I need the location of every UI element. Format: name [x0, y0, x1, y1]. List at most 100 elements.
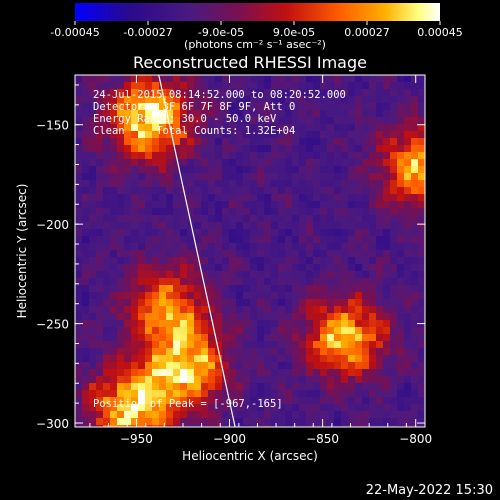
heatmap-cell	[229, 313, 236, 320]
heatmap-cell	[103, 292, 110, 299]
heatmap-cell	[229, 82, 236, 89]
heatmap-cell	[271, 369, 278, 376]
heatmap-cell	[341, 103, 348, 110]
heatmap-cell	[390, 243, 397, 250]
heatmap-cell	[271, 411, 278, 418]
heatmap-cell	[89, 117, 96, 124]
heatmap-cell	[355, 362, 362, 369]
heatmap-cell	[299, 159, 306, 166]
heatmap-cell	[348, 299, 355, 306]
heatmap-cell	[131, 138, 138, 145]
heatmap-cell	[418, 369, 425, 376]
heatmap-cell	[285, 166, 292, 173]
heatmap-cell	[299, 334, 306, 341]
heatmap-cell	[271, 138, 278, 145]
heatmap-cell	[264, 173, 271, 180]
heatmap-cell	[271, 222, 278, 229]
heatmap-cell	[173, 278, 180, 285]
heatmap-cell	[138, 411, 145, 418]
heatmap-cell	[215, 292, 222, 299]
heatmap-cell	[145, 138, 152, 145]
heatmap-cell	[236, 285, 243, 292]
heatmap-cell	[124, 166, 131, 173]
heatmap-cell	[271, 355, 278, 362]
heatmap-cell	[208, 320, 215, 327]
heatmap-cell	[138, 313, 145, 320]
heatmap-cell	[355, 264, 362, 271]
heatmap-cell	[173, 264, 180, 271]
heatmap-cell	[110, 355, 117, 362]
heatmap-cell	[208, 383, 215, 390]
heatmap-cell	[250, 117, 257, 124]
heatmap-cell	[124, 145, 131, 152]
heatmap-cell	[278, 292, 285, 299]
heatmap-cell	[320, 229, 327, 236]
heatmap-cell	[397, 369, 404, 376]
heatmap-cell	[257, 404, 264, 411]
heatmap-cell	[383, 278, 390, 285]
heatmap-cell	[404, 418, 411, 425]
heatmap-cell	[201, 243, 208, 250]
timestamp: 22-May-2022 15:30	[366, 483, 493, 498]
heatmap-cell	[180, 82, 187, 89]
heatmap-cell	[250, 292, 257, 299]
heatmap-cell	[327, 117, 334, 124]
heatmap-cell	[194, 348, 201, 355]
heatmap-cell	[341, 278, 348, 285]
heatmap-cell	[348, 369, 355, 376]
heatmap-cell	[180, 383, 187, 390]
heatmap-cell	[348, 257, 355, 264]
heatmap-cell	[327, 243, 334, 250]
heatmap-cell	[117, 166, 124, 173]
heatmap-cell	[362, 208, 369, 215]
heatmap-cell	[180, 173, 187, 180]
heatmap-cell	[376, 383, 383, 390]
heatmap-cell	[82, 306, 89, 313]
heatmap-cell	[159, 75, 166, 82]
heatmap-cell	[243, 180, 250, 187]
heatmap-cell	[390, 404, 397, 411]
heatmap-cell	[110, 383, 117, 390]
heatmap-cell	[355, 271, 362, 278]
heatmap-cell	[89, 180, 96, 187]
heatmap-cell	[222, 376, 229, 383]
heatmap-cell	[82, 166, 89, 173]
heatmap-cell	[229, 215, 236, 222]
heatmap-cell	[264, 145, 271, 152]
heatmap-cell	[103, 418, 110, 425]
heatmap-cell	[264, 110, 271, 117]
heatmap-cell	[327, 383, 334, 390]
heatmap-cell	[369, 404, 376, 411]
heatmap-cell	[278, 299, 285, 306]
heatmap-cell	[131, 278, 138, 285]
heatmap-cell	[138, 404, 145, 411]
heatmap-cell	[411, 348, 418, 355]
heatmap-cell	[390, 369, 397, 376]
heatmap-cell	[418, 285, 425, 292]
heatmap-cell	[313, 271, 320, 278]
heatmap-cell	[124, 208, 131, 215]
heatmap-cell	[383, 397, 390, 404]
heatmap-cell	[404, 243, 411, 250]
heatmap-cell	[75, 222, 82, 229]
heatmap-cell	[404, 145, 411, 152]
heatmap-cell	[369, 110, 376, 117]
heatmap-cell	[327, 397, 334, 404]
heatmap-cell	[397, 404, 404, 411]
heatmap-cell	[278, 341, 285, 348]
heatmap-cell	[243, 411, 250, 418]
heatmap-cell	[250, 173, 257, 180]
heatmap-cell	[418, 306, 425, 313]
heatmap-cell	[264, 187, 271, 194]
heatmap-cell	[334, 362, 341, 369]
heatmap-cell	[145, 166, 152, 173]
heatmap-cell	[313, 180, 320, 187]
heatmap-cell	[383, 390, 390, 397]
heatmap-cell	[383, 264, 390, 271]
heatmap-cell	[194, 264, 201, 271]
heatmap-cell	[201, 271, 208, 278]
heatmap-cell	[264, 124, 271, 131]
heatmap-cell	[299, 264, 306, 271]
heatmap-cell	[411, 110, 418, 117]
